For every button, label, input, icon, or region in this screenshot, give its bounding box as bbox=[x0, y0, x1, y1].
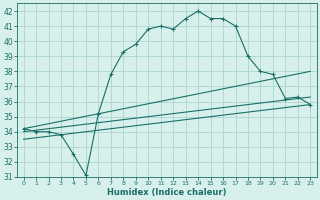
X-axis label: Humidex (Indice chaleur): Humidex (Indice chaleur) bbox=[107, 188, 227, 197]
